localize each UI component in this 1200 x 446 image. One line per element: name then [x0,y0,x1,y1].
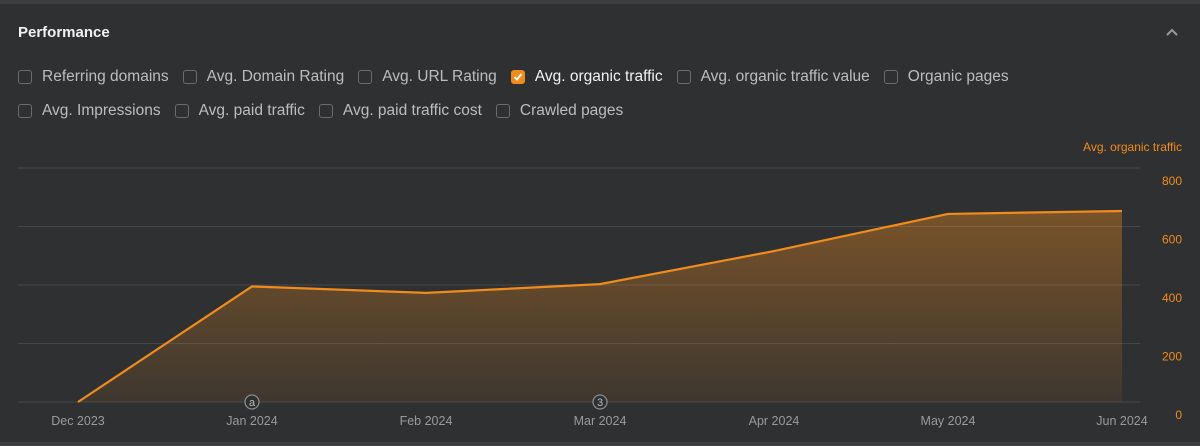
annotation-label: 3 [597,397,603,409]
checkbox-icon[interactable] [174,104,189,118]
metric-label: Avg. Impressions [42,102,161,119]
checkbox-icon[interactable] [18,104,32,118]
metric-checkboxes-row-2: Avg. Impressions Avg. paid traffic Avg. pa… [18,102,637,120]
metric-label: Avg. Domain Rating [206,68,345,85]
y-tick-label: 600 [1162,233,1182,247]
y-tick-label: 0 [1175,408,1182,422]
x-tick-label: Jan 2024 [226,414,277,428]
x-tick-label: Dec 2023 [51,414,105,428]
y-tick-label: 800 [1162,174,1182,188]
metric-checkbox[interactable]: Avg. paid traffic cost [318,102,482,120]
metric-checkbox[interactable]: Avg. URL Rating [358,68,497,86]
checkbox-checked-icon[interactable] [510,70,525,84]
annotation-marker [244,394,260,410]
metric-checkbox[interactable]: Crawled pages [495,102,624,120]
metric-label: Avg. URL Rating [382,68,497,85]
checkbox-icon[interactable] [358,70,373,84]
x-tick-label: May 2024 [921,414,976,428]
x-tick-label: Jun 2024 [1096,414,1147,428]
metric-checkbox[interactable]: Avg. organic traffic value [676,68,870,86]
metric-checkboxes-row-1: Referring domains Avg. Domain Rating Avg. … [18,68,1023,86]
metric-label: Organic pages [907,68,1009,85]
annotation-label: a [249,397,256,409]
x-tick-label: Apr 2024 [749,414,800,428]
series-area [78,210,1122,402]
chevron-up-icon[interactable] [1164,24,1180,40]
annotation-marker [592,394,608,410]
checkbox-icon[interactable] [18,70,32,84]
metric-checkbox[interactable]: Avg. Impressions [18,102,161,120]
checkbox-icon[interactable] [676,70,691,84]
x-tick-label: Feb 2024 [400,414,453,428]
metric-label: Avg. organic traffic value [700,68,870,85]
metric-label: Crawled pages [519,102,624,119]
checkbox-icon[interactable] [182,70,197,84]
metric-checkbox[interactable]: Referring domains [18,68,169,86]
performance-chart: 0 200 400 600 800 Avg. organic traffic Dec 202… [18,140,1182,428]
checkbox-icon[interactable] [495,104,510,118]
metric-label: Referring domains [42,68,169,85]
metric-checkbox[interactable]: Organic pages [883,68,1009,86]
checkbox-icon[interactable] [318,104,333,118]
bottom-divider [0,442,1200,446]
y-tick-label: 400 [1162,291,1182,305]
top-divider [0,0,1200,4]
metric-checkbox[interactable]: Avg. organic traffic [510,68,663,86]
metric-checkbox[interactable]: Avg. paid traffic [174,102,305,120]
checkbox-icon[interactable] [883,70,898,84]
y-axis-label: Avg. organic traffic [1083,140,1182,154]
metric-label: Avg. paid traffic cost [342,102,482,119]
y-tick-label: 200 [1162,350,1182,364]
x-tick-label: Mar 2024 [574,414,627,428]
metric-label: Avg. organic traffic [534,68,663,85]
metric-checkbox[interactable]: Avg. Domain Rating [182,68,345,86]
section-title: Performance [18,24,110,41]
metric-label: Avg. paid traffic [198,102,305,119]
